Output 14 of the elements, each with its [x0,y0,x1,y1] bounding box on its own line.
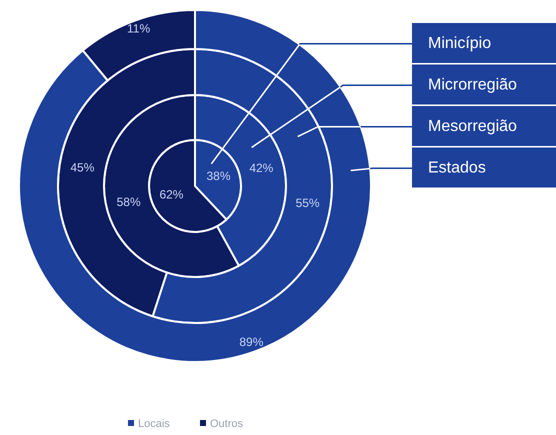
slice-label: Minicípio [428,34,492,52]
data-label: 58% [116,195,141,210]
legend-label: Estados [428,159,486,176]
data-label: 89% [239,334,264,349]
legend-label: Outros [210,418,244,430]
data-label: 55% [296,196,320,210]
slice-label: Microrregião [428,76,518,94]
data-label: 62% [159,187,184,202]
data-label: 45% [70,160,95,174]
data-label: 42% [249,161,274,176]
slice-label: Mesorregião [428,118,518,135]
data-label: 11% [127,22,150,36]
legend-label: Locais [138,418,170,430]
data-label: 38% [206,168,231,183]
